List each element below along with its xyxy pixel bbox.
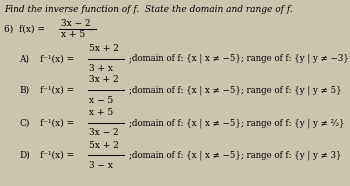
Text: domain of f: {x | x ≠ −5}; range of f: {y | y ≠ −3}: domain of f: {x | x ≠ −5}; range of f: {… <box>132 54 349 63</box>
Text: D): D) <box>19 151 30 160</box>
Text: ;: ; <box>128 151 132 160</box>
Text: f⁻¹(x) =: f⁻¹(x) = <box>40 86 74 95</box>
Text: x − 5: x − 5 <box>89 96 113 105</box>
Text: C): C) <box>19 118 30 127</box>
Text: f⁻¹(x) =: f⁻¹(x) = <box>40 151 74 160</box>
Text: 6)  f(x) =: 6) f(x) = <box>4 24 45 33</box>
Text: ;: ; <box>128 86 132 95</box>
Text: f⁻¹(x) =: f⁻¹(x) = <box>40 54 74 63</box>
Text: Find the inverse function of f.  State the domain and range of f.: Find the inverse function of f. State th… <box>4 5 293 14</box>
Text: 3 + x: 3 + x <box>89 64 113 73</box>
Text: B): B) <box>19 86 29 95</box>
Text: 3x − 2: 3x − 2 <box>89 129 119 137</box>
Text: x + 5: x + 5 <box>89 108 113 117</box>
Text: f⁻¹(x) =: f⁻¹(x) = <box>40 118 74 127</box>
Text: 3 − x: 3 − x <box>89 161 113 170</box>
Text: 5x + 2: 5x + 2 <box>89 44 119 53</box>
Text: A): A) <box>19 54 29 63</box>
Text: ;: ; <box>128 118 132 127</box>
Text: domain of f: {x | x ≠ −5}; range of f: {y | y ≠ ⅔}: domain of f: {x | x ≠ −5}; range of f: {… <box>132 118 344 128</box>
Text: 3x + 2: 3x + 2 <box>89 76 119 84</box>
Text: 5x + 2: 5x + 2 <box>89 141 119 150</box>
Text: ;: ; <box>128 54 132 63</box>
Text: 3x − 2: 3x − 2 <box>61 19 91 28</box>
Text: x + 5: x + 5 <box>61 30 85 39</box>
Text: domain of f: {x | x ≠ −5}; range of f: {y | y ≠ 3}: domain of f: {x | x ≠ −5}; range of f: {… <box>132 150 342 160</box>
Text: domain of f: {x | x ≠ −5}; range of f: {y | y ≠ 5}: domain of f: {x | x ≠ −5}; range of f: {… <box>132 85 342 95</box>
